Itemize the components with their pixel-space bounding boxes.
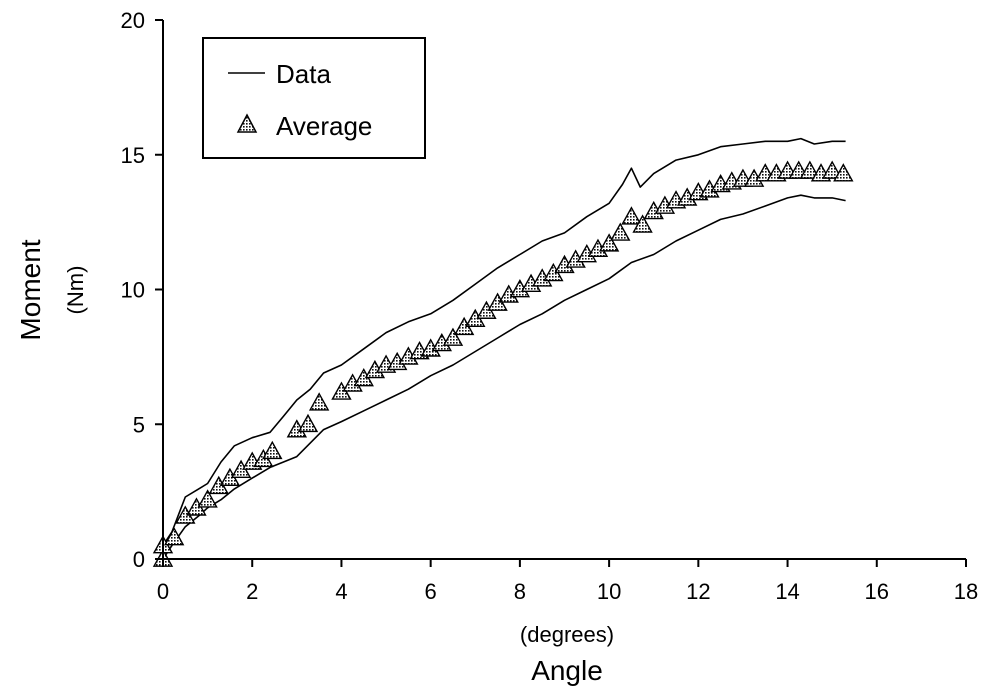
series-layer	[162, 137, 846, 560]
legend-box	[202, 37, 426, 159]
average-point	[821, 160, 843, 179]
y-tick-label: 15	[121, 143, 145, 168]
average-point	[197, 489, 218, 508]
legend: Data Average	[202, 37, 426, 159]
x-tick-label: 16	[865, 579, 889, 604]
x-tick-label: 18	[954, 579, 978, 604]
x-tick-label: 14	[775, 579, 799, 604]
x-tick-label: 4	[335, 579, 347, 604]
x-axis-label: Angle	[531, 655, 603, 686]
y-tick-label: 0	[133, 547, 145, 572]
x-tick-label: 10	[597, 579, 621, 604]
y-tick-label: 10	[121, 278, 145, 303]
average-point	[799, 160, 821, 179]
legend-label-average: Average	[276, 111, 372, 141]
y-axis-label: Moment	[15, 239, 46, 340]
x-tick-label: 6	[425, 579, 437, 604]
marker-layer	[152, 160, 854, 567]
y-tick-label: 5	[133, 412, 145, 437]
average-point	[297, 413, 319, 433]
average-point	[632, 214, 653, 233]
x-axis-unit: (degrees)	[520, 622, 614, 647]
legend-triangle-icon	[236, 113, 258, 133]
x-tick-label: 8	[514, 579, 526, 604]
average-point	[163, 526, 185, 546]
x-tick-label: 12	[686, 579, 710, 604]
average-point	[610, 222, 631, 241]
average-point	[308, 392, 330, 411]
data-series-line-0	[162, 137, 846, 546]
average-point	[598, 233, 620, 252]
tick-layer: 0 2 4 6 8 10 12 14 16 18 0 5 10 15 20	[121, 8, 979, 604]
average-point	[833, 163, 854, 182]
average-point	[621, 206, 642, 225]
x-tick-label: 0	[157, 579, 169, 604]
x-tick-label: 2	[246, 579, 258, 604]
average-point	[262, 440, 283, 460]
data-series-line-1	[162, 194, 846, 560]
y-axis-unit: (Nm)	[63, 266, 88, 315]
average-point	[442, 327, 464, 346]
y-tick-label: 20	[121, 8, 145, 33]
legend-label-data: Data	[276, 59, 331, 89]
